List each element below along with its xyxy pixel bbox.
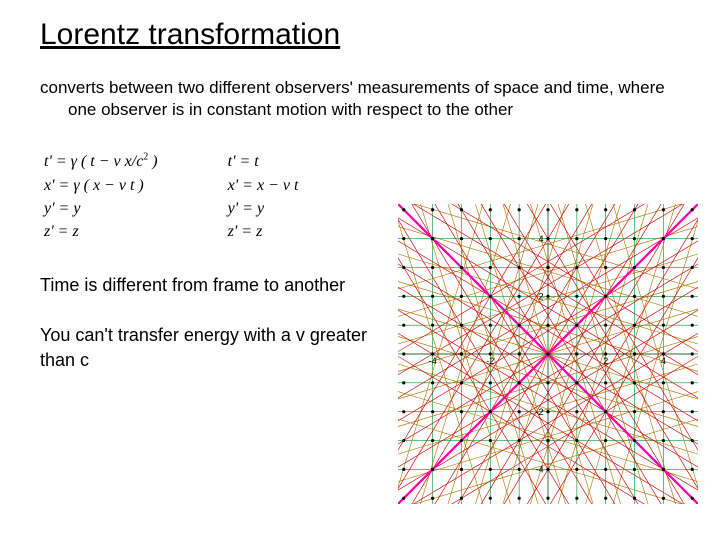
eq-l3: y' = y [44,197,158,220]
svg-text:4: 4 [661,356,666,366]
svg-text:-2: -2 [535,407,543,417]
equations-galilean: t' = t x' = x − v t y' = y z' = z [228,150,299,243]
eq-l4: z' = z [44,220,158,243]
svg-text:2: 2 [539,291,544,301]
svg-text:-4: -4 [535,465,543,475]
page-title: Lorentz transformation [40,18,680,53]
eq-l2: x' = γ ( x − v t ) [44,174,158,197]
eq-r1: t' = t [228,150,299,173]
spacetime-svg: -4 -2 2 4 -4 -2 2 4 [398,204,698,504]
svg-text:-4: -4 [429,356,437,366]
point-energy: You can't transfer energy with a v great… [40,323,400,372]
svg-text:2: 2 [603,356,608,366]
point-time: Time is different from frame to another [40,273,400,297]
description-text: converts between two different observers… [40,77,680,123]
eq-r3: y' = y [228,197,299,220]
equations-lorentz: t' = γ ( t − v x/c2 ) x' = γ ( x − v t )… [44,150,158,243]
eq-r2: x' = x − v t [228,174,299,197]
eq-l1: t' = γ ( t − v x/c2 ) [44,150,158,173]
svg-text:-2: -2 [486,356,494,366]
eq-r4: z' = z [228,220,299,243]
svg-text:4: 4 [539,234,544,244]
description: converts between two different observers… [40,77,680,123]
spacetime-diagram: -4 -2 2 4 -4 -2 2 4 [398,204,698,504]
